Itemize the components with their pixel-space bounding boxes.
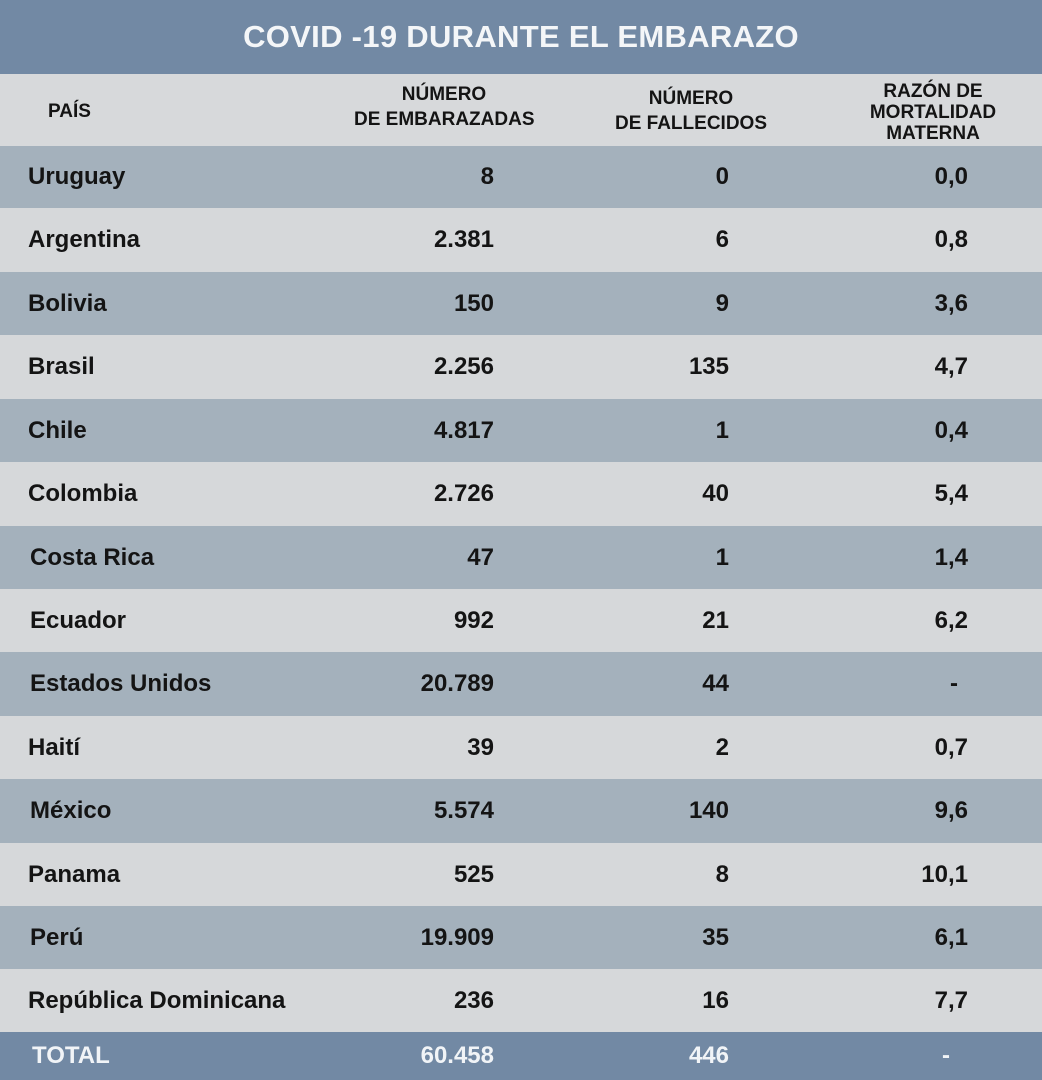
cell-pregnant: 8	[480, 163, 494, 190]
cell-deaths: 140	[688, 797, 729, 824]
total-deaths: 446	[688, 1042, 729, 1069]
cell-pregnant: 992	[453, 606, 494, 634]
cell-country: Ecuador	[30, 606, 127, 634]
cell-pregnant: 39	[467, 733, 494, 761]
cell-pregnant: 150	[453, 289, 494, 317]
cell-ratio: 6,2	[934, 606, 968, 634]
cell-ratio: 9,6	[934, 797, 968, 824]
cell-deaths: 21	[702, 606, 729, 634]
cell-pregnant: 47	[467, 543, 494, 571]
total-row: TOTAL 60.458 446 -	[0, 1032, 1042, 1080]
table-row: Chile 4.817 1 0,4	[0, 399, 1042, 462]
header-pregnant-line2: DE EMBARAZADAS	[354, 109, 535, 130]
cell-pregnant: 236	[453, 986, 494, 1014]
table-header: PAÍS NÚMERO DE EMBARAZADAS NÚMERO DE FAL…	[0, 74, 1042, 146]
header-pregnant-line1: NÚMERO	[401, 84, 487, 105]
cell-pregnant: 5.574	[433, 797, 494, 824]
cell-ratio: 1,4	[934, 543, 968, 571]
total-pregnant: 60.458	[420, 1042, 494, 1069]
cell-pregnant: 2.726	[433, 480, 494, 507]
cell-deaths: 44	[702, 670, 729, 697]
cell-ratio: 0,4	[934, 416, 968, 444]
total-ratio: -	[942, 1042, 950, 1069]
cell-ratio: 7,7	[934, 986, 968, 1014]
cell-ratio: 5,4	[934, 480, 968, 507]
header-deaths-line2: DE FALLECIDOS	[614, 113, 767, 134]
cell-country: Haití	[28, 733, 81, 761]
cell-deaths: 16	[702, 986, 729, 1014]
cell-deaths: 40	[702, 480, 729, 507]
table-row: Argentina 2.381 6 0,8	[0, 208, 1042, 272]
header-ratio: RAZÓN DE MORTALIDAD MATERNA	[858, 81, 1008, 144]
cell-ratio: 0,8	[934, 226, 968, 253]
header-ratio-line1: RAZÓN DE	[883, 81, 983, 102]
cell-deaths: 0	[715, 163, 729, 190]
cell-pregnant: 19.909	[420, 923, 494, 951]
table-row: Estados Unidos 20.789 44 -	[0, 652, 1042, 716]
cell-pregnant: 4.817	[433, 416, 494, 444]
header-pregnant: NÚMERO DE EMBARAZADAS	[354, 84, 544, 131]
cell-deaths: 2	[715, 733, 729, 761]
table-row: República Dominicana 236 16 7,7	[0, 969, 1042, 1032]
cell-country: Costa Rica	[30, 543, 155, 571]
header-country: PAÍS	[48, 101, 91, 122]
cell-deaths: 1	[715, 543, 729, 571]
table-row: Ecuador 992 21 6,2	[0, 589, 1042, 652]
table-row: Perú 19.909 35 6,1	[0, 906, 1042, 969]
cell-deaths: 6	[715, 226, 729, 253]
table-row: Bolivia 150 9 3,6	[0, 272, 1042, 335]
cell-deaths: 135	[688, 353, 729, 380]
table-row: México 5.574 140 9,6	[0, 779, 1042, 843]
header-ratio-line2: MORTALIDAD	[869, 102, 997, 123]
header-deaths-line1: NÚMERO	[648, 88, 734, 109]
cell-ratio: -	[950, 670, 958, 697]
header-deaths: NÚMERO DE FALLECIDOS	[608, 88, 774, 135]
header-ratio-line3: MATERNA	[886, 123, 980, 144]
cell-ratio: 10,1	[921, 860, 968, 888]
cell-country: Estados Unidos	[30, 670, 212, 697]
cell-country: Uruguay	[28, 163, 126, 190]
table-title: COVID -19 DURANTE EL EMBARAZO	[0, 0, 1042, 74]
table-row: Brasil 2.256 135 4,7	[0, 335, 1042, 399]
cell-country: Panama	[28, 860, 121, 888]
cell-country: Colombia	[28, 480, 138, 507]
cell-deaths: 8	[715, 860, 729, 888]
cell-country: Bolivia	[28, 289, 107, 317]
cell-pregnant: 2.381	[433, 226, 494, 253]
cell-country: Brasil	[28, 353, 95, 380]
cell-pregnant: 525	[453, 860, 494, 888]
cell-ratio: 0,0	[934, 163, 968, 190]
cell-ratio: 3,6	[934, 289, 968, 317]
cell-country: Argentina	[28, 226, 141, 253]
cell-country: México	[30, 797, 112, 824]
cell-ratio: 6,1	[934, 923, 968, 951]
total-label: TOTAL	[32, 1042, 110, 1069]
cell-deaths: 9	[715, 289, 729, 317]
cell-country: Perú	[30, 923, 84, 951]
cell-pregnant: 20.789	[420, 670, 494, 697]
table-row: Colombia 2.726 40 5,4	[0, 462, 1042, 526]
cell-deaths: 35	[702, 923, 729, 951]
table-row: Panama 525 8 10,1	[0, 843, 1042, 906]
cell-ratio: 4,7	[934, 353, 968, 380]
cell-country: República Dominicana	[28, 986, 286, 1014]
table-row: Costa Rica 47 1 1,4	[0, 526, 1042, 589]
table-row: Haití 39 2 0,7	[0, 716, 1042, 779]
table-row: Uruguay 8 0 0,0	[0, 146, 1042, 208]
cell-pregnant: 2.256	[433, 353, 494, 380]
cell-deaths: 1	[715, 416, 729, 444]
cell-ratio: 0,7	[934, 733, 968, 761]
cell-country: Chile	[28, 416, 87, 444]
